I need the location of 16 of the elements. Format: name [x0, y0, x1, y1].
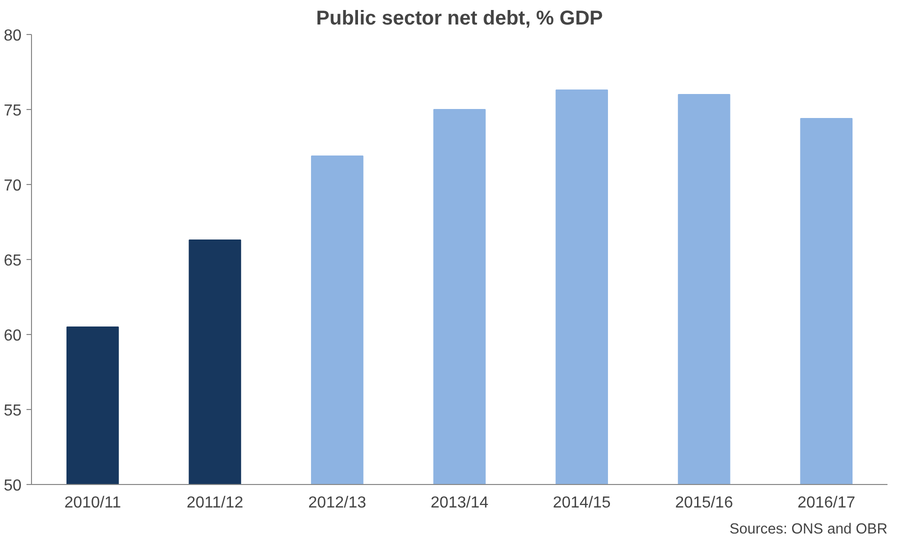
y-tick-label: 55	[4, 402, 22, 420]
x-tick-label: 2016/17	[797, 494, 856, 512]
x-tick-label: 2011/12	[186, 494, 244, 512]
y-tick-label: 75	[4, 102, 22, 120]
y-tick-label: 50	[4, 478, 22, 494]
y-tick-label: 80	[4, 28, 22, 44]
y-tick-label: 60	[4, 328, 22, 344]
x-tick-label: 2014/15	[552, 494, 611, 512]
x-tick-label: 2010/11	[64, 494, 122, 512]
source-note: Sources: ONS and OBR	[729, 522, 888, 538]
chart-title: Public sector net debt, % GDP	[316, 8, 603, 30]
x-tick-label: 2012/13	[308, 494, 366, 512]
x-tick-label: 2013/14	[430, 494, 489, 512]
x-tick-label: 2015/16	[675, 494, 734, 512]
y-tick-label: 70	[4, 178, 22, 194]
y-tick-label: 65	[4, 252, 22, 270]
